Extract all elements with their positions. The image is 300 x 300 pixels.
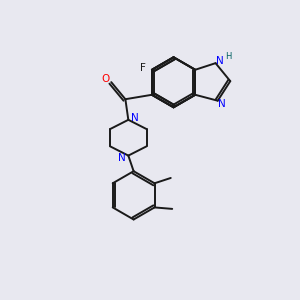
Text: N: N (216, 56, 224, 66)
Text: F: F (140, 63, 146, 73)
Text: N: N (131, 113, 139, 123)
Text: N: N (218, 99, 226, 109)
Text: H: H (225, 52, 231, 61)
Text: O: O (101, 74, 110, 84)
Text: N: N (118, 153, 126, 163)
